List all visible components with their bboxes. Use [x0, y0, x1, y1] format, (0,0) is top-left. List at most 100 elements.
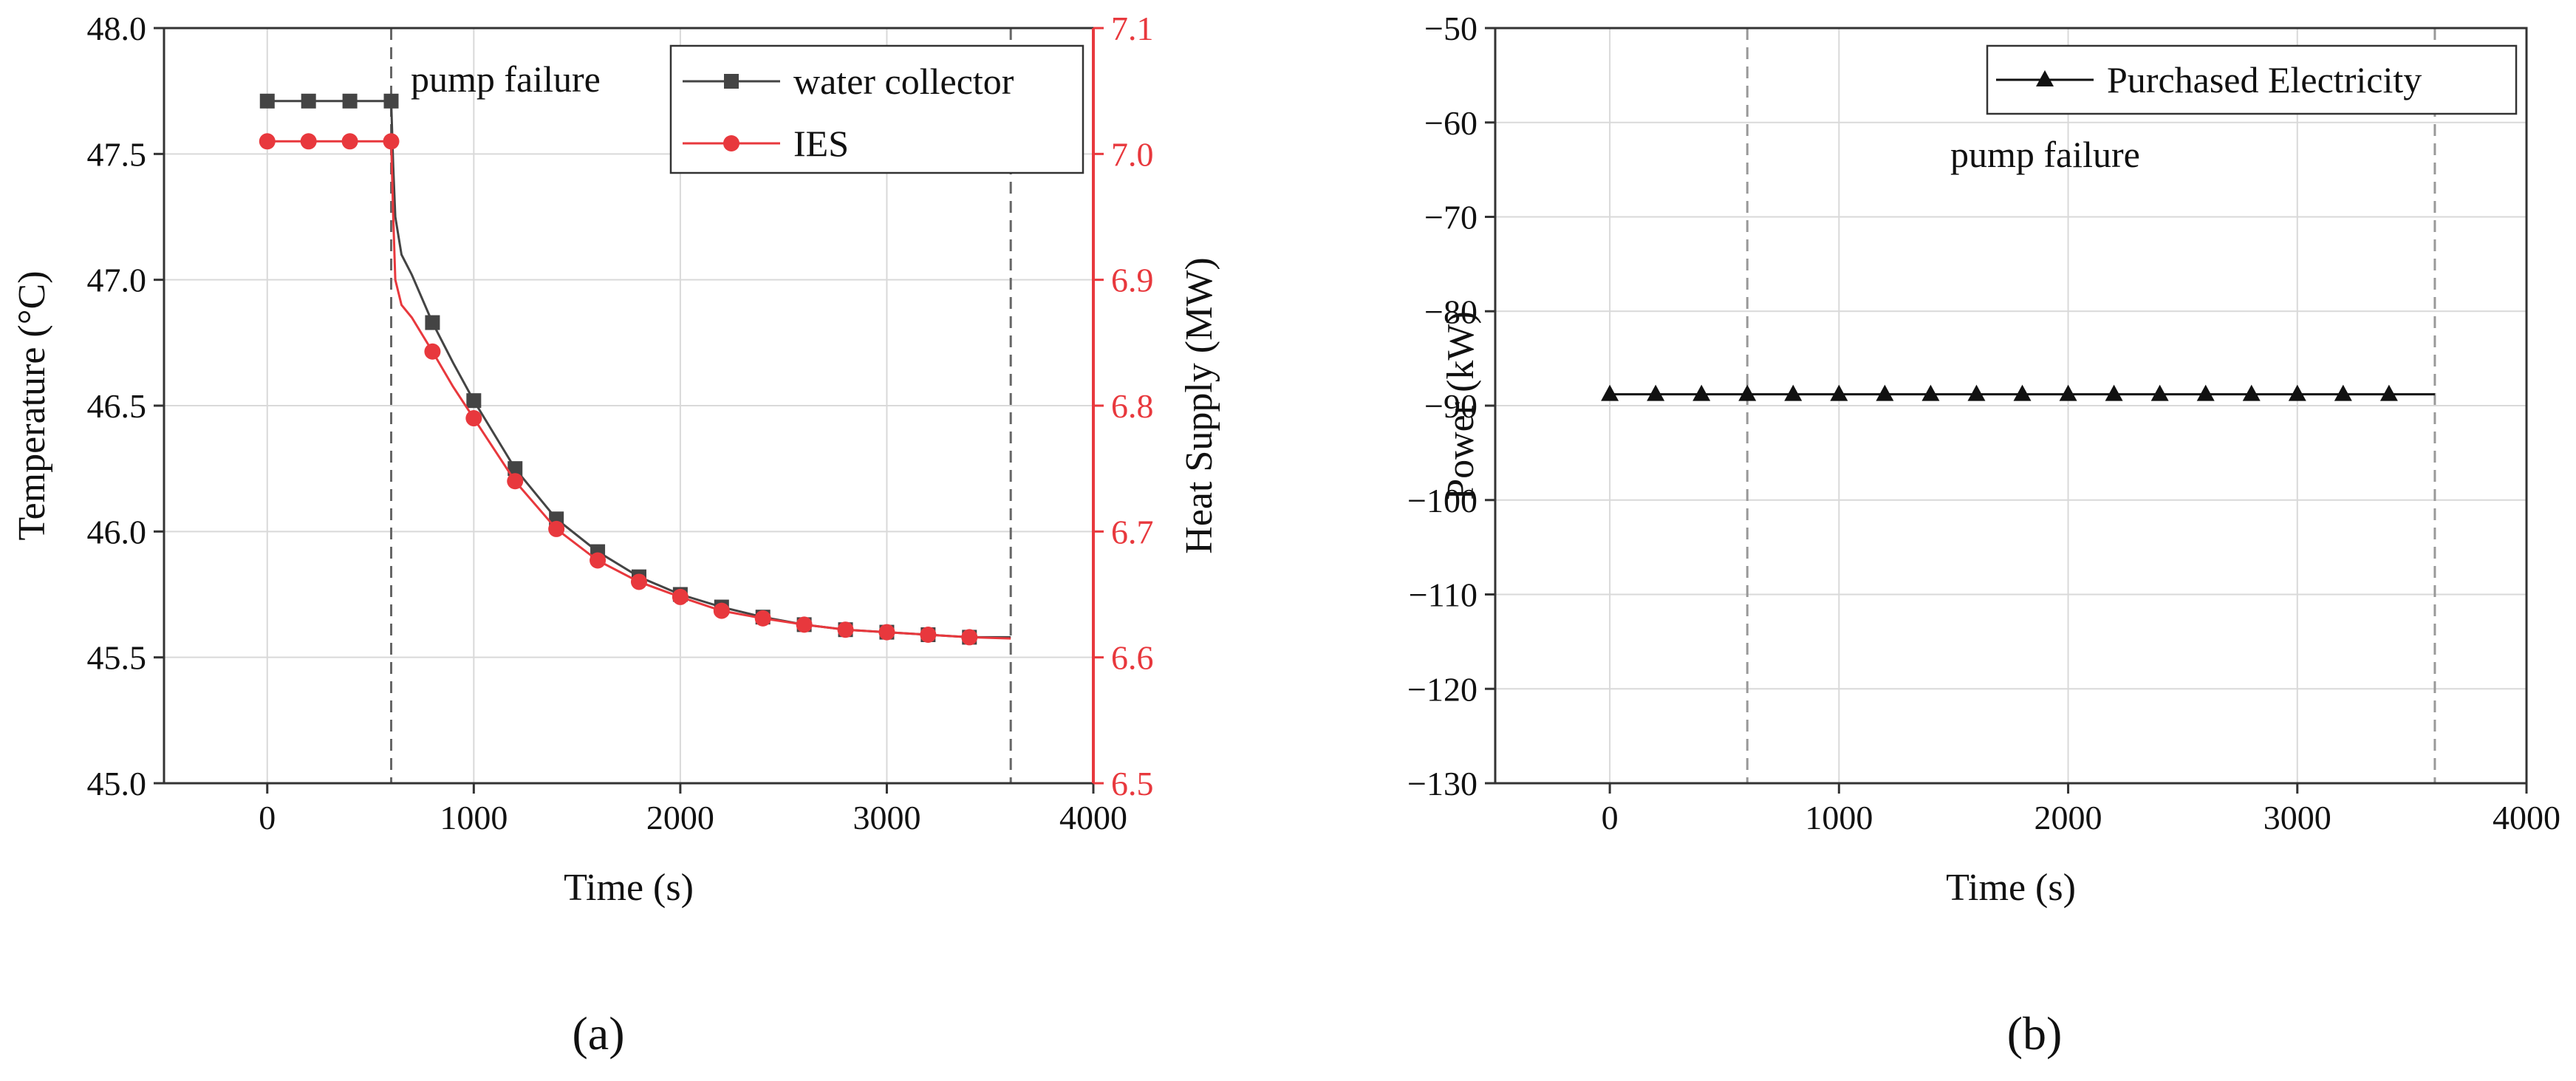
a-marker-ies — [630, 573, 647, 590]
b-marker-purchased-electricity — [2242, 384, 2261, 401]
a-marker-ies — [590, 552, 607, 569]
b-marker-purchased-electricity — [1738, 384, 1757, 401]
a-x-tick-label: 4000 — [1059, 799, 1127, 836]
b-y-tick-label: −130 — [1407, 765, 1477, 802]
a-right-y-tick-label: 7.1 — [1111, 10, 1154, 47]
a-x-tick-label: 1000 — [440, 799, 508, 836]
b-y-tick-label: −110 — [1409, 576, 1477, 614]
a-left-y-tick-label: 45.0 — [87, 765, 147, 802]
b-marker-purchased-electricity — [2334, 384, 2352, 401]
b-marker-purchased-electricity — [2150, 384, 2169, 401]
a-legend-marker-ies — [723, 135, 739, 151]
b-legend-label-purchased-electricity: Purchased Electricity — [2107, 59, 2422, 100]
a-right-y-tick-label: 6.9 — [1111, 262, 1154, 299]
panel-b: 0 1000 2000 3000 4000 −130 −120 −110 −100 −90 −80 −… — [1407, 10, 2560, 1060]
a-legend-marker-water-collector — [724, 74, 739, 89]
a-marker-ies — [754, 610, 771, 627]
a-marker-ies — [672, 588, 689, 605]
b-series — [1601, 384, 2435, 401]
a-marker-water-collector — [259, 93, 275, 109]
b-ticks: 0 1000 2000 3000 4000 −130 −120 −110 −100 −90 −80 −… — [1407, 10, 2560, 836]
b-marker-purchased-electricity — [2379, 384, 2398, 401]
a-marker-ies — [507, 473, 524, 490]
a-marker-ies — [424, 343, 441, 360]
b-event-lines — [1746, 28, 2436, 783]
b-y-tick-label: −80 — [1424, 293, 1477, 330]
a-marker-ies — [837, 621, 854, 638]
a-x-tick-label: 0 — [259, 799, 276, 836]
a-left-y-tick-label: 46.5 — [87, 387, 147, 425]
a-pump-failure-annotation: pump failure — [411, 58, 601, 100]
a-legend-items — [683, 74, 780, 151]
a-right-y-tick-label: 6.6 — [1111, 639, 1154, 677]
a-left-y-tick-label: 45.5 — [87, 639, 147, 677]
a-marker-ies — [341, 133, 358, 150]
b-x-tick-label: 3000 — [2264, 799, 2331, 836]
b-x-tick-label: 4000 — [2493, 799, 2560, 836]
b-legend-marker-purchased-electricity — [2036, 70, 2054, 86]
a-line-ies — [267, 140, 1011, 640]
a-left-y-tick-label: 46.0 — [87, 513, 147, 550]
a-marker-ies — [548, 520, 565, 537]
b-x-axis-label: Time (s) — [1946, 867, 2076, 909]
a-panel-label: (a) — [572, 1007, 624, 1060]
a-legend-label-ies: IES — [793, 123, 849, 164]
a-x-axis-label: Time (s) — [564, 867, 694, 909]
b-x-tick-label: 1000 — [1805, 799, 1873, 836]
b-marker-purchased-electricity — [1647, 384, 1665, 401]
a-marker-ies — [878, 624, 895, 641]
b-panel-label: (b) — [2007, 1007, 2063, 1060]
a-left-y-axis-label: Temperature (°C) — [11, 270, 53, 540]
a-right-y-tick-label: 6.7 — [1111, 513, 1154, 550]
b-marker-purchased-electricity — [2105, 384, 2123, 401]
a-right-y-tick-label: 7.0 — [1111, 135, 1154, 173]
b-marker-purchased-electricity — [2288, 384, 2306, 401]
b-marker-purchased-electricity — [1784, 384, 1803, 401]
b-marker-purchased-electricity — [1601, 384, 1619, 401]
a-right-y-tick-label: 6.8 — [1111, 387, 1154, 425]
b-y-tick-label: −70 — [1424, 199, 1477, 236]
b-legend-items — [1996, 70, 2094, 86]
b-marker-purchased-electricity — [2059, 384, 2077, 401]
b-y-tick-label: −50 — [1424, 10, 1477, 47]
a-marker-water-collector — [383, 93, 399, 109]
b-marker-purchased-electricity — [2196, 384, 2215, 401]
a-marker-ies — [713, 602, 730, 619]
a-x-tick-label: 2000 — [646, 799, 714, 836]
b-marker-purchased-electricity — [1692, 384, 1711, 401]
a-legend-label-water-collector: water collector — [793, 61, 1014, 102]
a-legend: water collector IES — [669, 44, 1084, 174]
a-marker-ies — [796, 616, 813, 633]
a-right-y-tick-label: 6.5 — [1111, 765, 1154, 802]
b-x-tick-label: 0 — [1602, 799, 1619, 836]
a-right-y-axis-label: Heat Supply (MW) — [1178, 257, 1220, 553]
a-marker-ies — [300, 133, 317, 150]
a-legend-box — [669, 44, 1084, 174]
b-y-tick-label: −60 — [1424, 104, 1477, 142]
a-marker-ies — [259, 133, 276, 150]
b-marker-purchased-electricity — [1921, 384, 1940, 401]
a-left-y-tick-label: 48.0 — [87, 10, 147, 47]
a-left-y-tick-label: 47.0 — [87, 262, 147, 299]
a-marker-water-collector — [425, 315, 440, 330]
a-marker-ies — [383, 133, 400, 150]
b-y-tick-label: −100 — [1407, 482, 1477, 519]
panel-a: 0 1000 2000 3000 4000 45.0 45.5 46.0 46.5 47.0 47.… — [11, 10, 1220, 1060]
b-legend: Purchased Electricity — [1986, 44, 2518, 115]
a-marker-water-collector — [342, 93, 358, 109]
b-marker-purchased-electricity — [1876, 384, 1894, 401]
a-marker-water-collector — [508, 461, 523, 477]
b-marker-purchased-electricity — [2013, 384, 2032, 401]
a-marker-water-collector — [301, 93, 316, 109]
b-marker-purchased-electricity — [1967, 384, 1986, 401]
a-marker-ies — [465, 410, 482, 427]
a-ticks: 0 1000 2000 3000 4000 45.0 45.5 46.0 46.5 47.0 47.… — [87, 10, 1154, 836]
a-x-tick-label: 3000 — [853, 799, 920, 836]
b-y-tick-label: −120 — [1407, 670, 1477, 708]
b-x-tick-label: 2000 — [2035, 799, 2102, 836]
a-series — [259, 93, 1011, 646]
b-y-tick-label: −90 — [1424, 387, 1477, 425]
b-y-axis-label: Power (kW) — [1440, 311, 1482, 500]
b-pump-failure-annotation: pump failure — [1950, 134, 2140, 175]
